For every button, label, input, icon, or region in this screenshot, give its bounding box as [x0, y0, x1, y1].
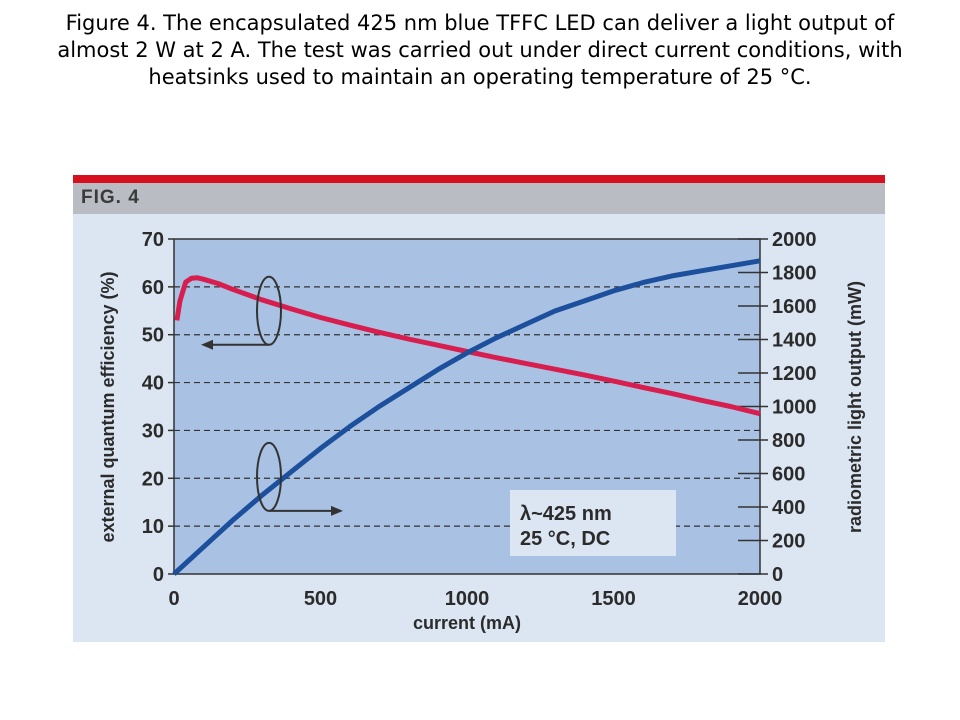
- y-right-tick-label: 0: [772, 564, 783, 586]
- y-right-tick-label: 2000: [772, 229, 817, 251]
- y-left-tick-label: 50: [142, 325, 164, 347]
- y-right-tick-label: 1000: [772, 397, 817, 419]
- series-pointers: [201, 275, 343, 516]
- series-layer: [172, 258, 761, 576]
- y-right-tick-label: 200: [772, 531, 805, 553]
- y-right-tick-label: 600: [772, 464, 805, 486]
- chart: 0 500 1000 1500 2000 0 10 20 30 40 50 60 70 0 200 400…: [98, 229, 865, 633]
- annotation-box: [510, 490, 676, 556]
- y-right-tick-label: 1200: [772, 363, 817, 385]
- gridlines: [174, 286, 760, 527]
- x-tick-label: 2000: [738, 588, 783, 610]
- figure-caption: Figure 4. The encapsulated 425 nm blue T…: [57, 11, 903, 89]
- series-line-left-axis: [174, 275, 761, 417]
- y-left-tick-label: 20: [142, 468, 164, 490]
- y-axis-left-title: external quantum efficiency (%): [98, 271, 118, 542]
- y-left-tick-label: 10: [142, 516, 164, 538]
- annotation-line-1: λ~425 nm: [520, 503, 612, 525]
- y-right-tick-label: 1600: [772, 296, 817, 318]
- y-right-tick-label: 800: [772, 430, 805, 452]
- figure-panel: FIG. 4 0 500 1000 1500 2000 0 10 20 30 40 50 60 70 …: [73, 175, 885, 642]
- x-tick-label: 1500: [591, 588, 636, 610]
- y-axis-right: 0 200 400 600 800 1000 1200 1400 1600 1800 2000: [738, 229, 817, 586]
- figure-label: FIG. 4: [81, 187, 140, 208]
- y-right-tick-label: 1800: [772, 263, 817, 285]
- figure-accent-bar: [73, 175, 885, 183]
- y-left-tick-label: 0: [153, 564, 164, 586]
- power-series-arrowhead: [331, 505, 343, 516]
- x-tick-label: 500: [304, 588, 337, 610]
- x-axis-title: current (mA): [413, 613, 521, 633]
- y-right-tick-label: 1400: [772, 330, 817, 352]
- annotation-line-2: 25 °C, DC: [520, 528, 610, 550]
- y-right-tick-label: 400: [772, 497, 805, 519]
- figure-header: FIG. 4: [73, 183, 885, 214]
- x-tick-label: 0: [168, 588, 179, 610]
- series-line-right-axis: [172, 258, 761, 576]
- y-left-tick-label: 30: [142, 420, 164, 442]
- x-tick-label: 1000: [445, 588, 490, 610]
- eqe-series-arrowhead: [201, 339, 213, 350]
- y-left-tick-label: 70: [142, 229, 164, 251]
- y-axis-left: 0 10 20 30 40 50 60 70: [142, 229, 174, 586]
- x-axis: 0 500 1000 1500 2000: [168, 588, 782, 610]
- y-left-tick-label: 40: [142, 373, 164, 395]
- y-axis-right-title: radiometric light output (mW): [845, 281, 865, 533]
- y-left-tick-label: 60: [142, 277, 164, 299]
